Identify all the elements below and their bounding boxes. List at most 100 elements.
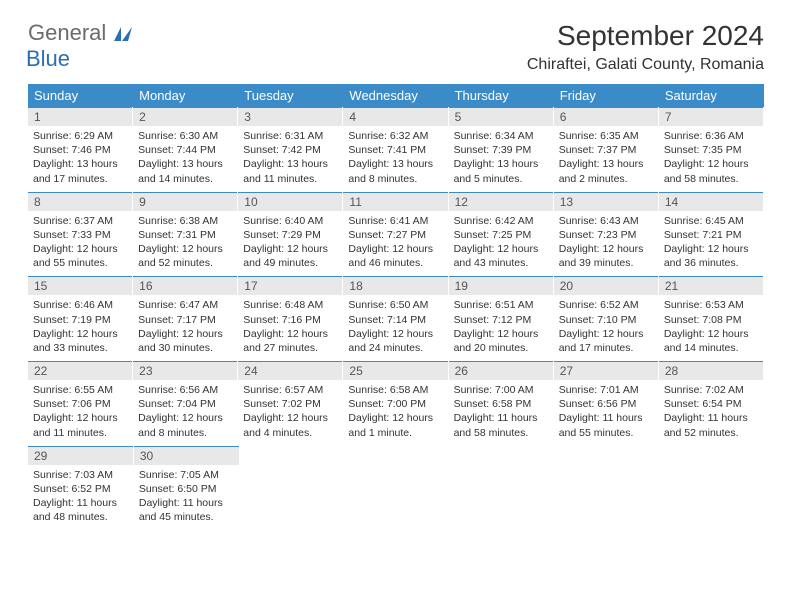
day-number: 18 — [343, 276, 447, 295]
day-cell: 8Sunrise: 6:37 AMSunset: 7:33 PMDaylight… — [28, 192, 133, 277]
day-details: Sunrise: 6:57 AMSunset: 7:02 PMDaylight:… — [238, 380, 342, 446]
day-number: 17 — [238, 276, 342, 295]
day-number: 5 — [449, 107, 553, 126]
day-header: Sunday — [28, 84, 133, 107]
day-cell: 15Sunrise: 6:46 AMSunset: 7:19 PMDayligh… — [28, 276, 133, 361]
day-details: Sunrise: 6:45 AMSunset: 7:21 PMDaylight:… — [659, 211, 763, 277]
logo: General Blue — [28, 20, 136, 72]
day-number: 4 — [343, 107, 447, 126]
month-title: September 2024 — [527, 20, 764, 52]
day-cell: 5Sunrise: 6:34 AMSunset: 7:39 PMDaylight… — [449, 107, 554, 192]
day-number: 1 — [28, 107, 132, 126]
logo-main: General — [28, 20, 106, 45]
day-cell: 4Sunrise: 6:32 AMSunset: 7:41 PMDaylight… — [343, 107, 448, 192]
day-number: 8 — [28, 192, 132, 211]
day-cell: 25Sunrise: 6:58 AMSunset: 7:00 PMDayligh… — [343, 361, 448, 446]
day-details: Sunrise: 6:47 AMSunset: 7:17 PMDaylight:… — [133, 295, 237, 361]
day-number: 15 — [28, 276, 132, 295]
day-number: 28 — [659, 361, 763, 380]
empty-cell — [659, 446, 764, 531]
day-number: 23 — [133, 361, 237, 380]
logo-sub: Blue — [26, 46, 70, 71]
day-number: 16 — [133, 276, 237, 295]
day-number: 2 — [133, 107, 237, 126]
empty-cell — [240, 446, 345, 531]
week-row: 15Sunrise: 6:46 AMSunset: 7:19 PMDayligh… — [28, 276, 764, 361]
day-cell: 1Sunrise: 6:29 AMSunset: 7:46 PMDaylight… — [28, 107, 133, 192]
day-number: 21 — [659, 276, 763, 295]
day-cell: 9Sunrise: 6:38 AMSunset: 7:31 PMDaylight… — [133, 192, 238, 277]
calendar-grid: SundayMondayTuesdayWednesdayThursdayFrid… — [28, 84, 764, 530]
day-cell: 27Sunrise: 7:01 AMSunset: 6:56 PMDayligh… — [554, 361, 659, 446]
day-number: 10 — [238, 192, 342, 211]
day-header: Friday — [554, 84, 659, 107]
week-row: 1Sunrise: 6:29 AMSunset: 7:46 PMDaylight… — [28, 107, 764, 192]
day-details: Sunrise: 6:30 AMSunset: 7:44 PMDaylight:… — [133, 126, 237, 192]
weeks-container: 1Sunrise: 6:29 AMSunset: 7:46 PMDaylight… — [28, 107, 764, 530]
day-number: 3 — [238, 107, 342, 126]
day-cell: 2Sunrise: 6:30 AMSunset: 7:44 PMDaylight… — [133, 107, 238, 192]
day-details: Sunrise: 6:48 AMSunset: 7:16 PMDaylight:… — [238, 295, 342, 361]
day-number: 26 — [449, 361, 553, 380]
day-number: 20 — [554, 276, 658, 295]
empty-cell — [345, 446, 450, 531]
day-details: Sunrise: 7:05 AMSunset: 6:50 PMDaylight:… — [134, 465, 239, 531]
day-cell: 17Sunrise: 6:48 AMSunset: 7:16 PMDayligh… — [238, 276, 343, 361]
day-cell: 7Sunrise: 6:36 AMSunset: 7:35 PMDaylight… — [659, 107, 764, 192]
day-number: 30 — [134, 446, 239, 465]
day-cell: 28Sunrise: 7:02 AMSunset: 6:54 PMDayligh… — [659, 361, 764, 446]
day-details: Sunrise: 6:36 AMSunset: 7:35 PMDaylight:… — [659, 126, 763, 192]
day-cell: 19Sunrise: 6:51 AMSunset: 7:12 PMDayligh… — [449, 276, 554, 361]
day-header-row: SundayMondayTuesdayWednesdayThursdayFrid… — [28, 84, 764, 107]
day-number: 25 — [343, 361, 447, 380]
day-details: Sunrise: 6:52 AMSunset: 7:10 PMDaylight:… — [554, 295, 658, 361]
title-block: September 2024 Chiraftei, Galati County,… — [527, 20, 764, 74]
day-details: Sunrise: 6:55 AMSunset: 7:06 PMDaylight:… — [28, 380, 132, 446]
day-number: 6 — [554, 107, 658, 126]
day-details: Sunrise: 6:37 AMSunset: 7:33 PMDaylight:… — [28, 211, 132, 277]
day-header: Saturday — [659, 84, 764, 107]
location: Chiraftei, Galati County, Romania — [527, 56, 764, 74]
logo-text: General Blue — [28, 20, 136, 72]
day-number: 14 — [659, 192, 763, 211]
day-details: Sunrise: 6:38 AMSunset: 7:31 PMDaylight:… — [133, 211, 237, 277]
day-details: Sunrise: 6:32 AMSunset: 7:41 PMDaylight:… — [343, 126, 447, 192]
day-header: Thursday — [449, 84, 554, 107]
day-details: Sunrise: 6:51 AMSunset: 7:12 PMDaylight:… — [449, 295, 553, 361]
day-details: Sunrise: 6:46 AMSunset: 7:19 PMDaylight:… — [28, 295, 132, 361]
day-cell: 22Sunrise: 6:55 AMSunset: 7:06 PMDayligh… — [28, 361, 133, 446]
day-details: Sunrise: 6:29 AMSunset: 7:46 PMDaylight:… — [28, 126, 132, 192]
day-header: Wednesday — [343, 84, 448, 107]
day-details: Sunrise: 6:40 AMSunset: 7:29 PMDaylight:… — [238, 211, 342, 277]
week-row: 22Sunrise: 6:55 AMSunset: 7:06 PMDayligh… — [28, 361, 764, 446]
day-cell: 12Sunrise: 6:42 AMSunset: 7:25 PMDayligh… — [449, 192, 554, 277]
day-number: 27 — [554, 361, 658, 380]
day-number: 19 — [449, 276, 553, 295]
day-details: Sunrise: 6:42 AMSunset: 7:25 PMDaylight:… — [449, 211, 553, 277]
day-details: Sunrise: 6:41 AMSunset: 7:27 PMDaylight:… — [343, 211, 447, 277]
day-cell: 29Sunrise: 7:03 AMSunset: 6:52 PMDayligh… — [28, 446, 134, 531]
day-details: Sunrise: 6:43 AMSunset: 7:23 PMDaylight:… — [554, 211, 658, 277]
day-number: 7 — [659, 107, 763, 126]
week-row: 29Sunrise: 7:03 AMSunset: 6:52 PMDayligh… — [28, 446, 764, 531]
day-cell: 10Sunrise: 6:40 AMSunset: 7:29 PMDayligh… — [238, 192, 343, 277]
empty-cell — [449, 446, 554, 531]
day-header: Monday — [133, 84, 238, 107]
day-number: 22 — [28, 361, 132, 380]
day-cell: 16Sunrise: 6:47 AMSunset: 7:17 PMDayligh… — [133, 276, 238, 361]
day-cell: 6Sunrise: 6:35 AMSunset: 7:37 PMDaylight… — [554, 107, 659, 192]
day-cell: 14Sunrise: 6:45 AMSunset: 7:21 PMDayligh… — [659, 192, 764, 277]
day-cell: 11Sunrise: 6:41 AMSunset: 7:27 PMDayligh… — [343, 192, 448, 277]
day-number: 9 — [133, 192, 237, 211]
day-cell: 21Sunrise: 6:53 AMSunset: 7:08 PMDayligh… — [659, 276, 764, 361]
day-cell: 18Sunrise: 6:50 AMSunset: 7:14 PMDayligh… — [343, 276, 448, 361]
day-number: 24 — [238, 361, 342, 380]
calendar-page: General Blue September 2024 Chiraftei, G… — [0, 0, 792, 550]
day-cell: 26Sunrise: 7:00 AMSunset: 6:58 PMDayligh… — [449, 361, 554, 446]
empty-cell — [554, 446, 659, 531]
day-details: Sunrise: 7:00 AMSunset: 6:58 PMDaylight:… — [449, 380, 553, 446]
day-cell: 13Sunrise: 6:43 AMSunset: 7:23 PMDayligh… — [554, 192, 659, 277]
day-number: 13 — [554, 192, 658, 211]
day-cell: 24Sunrise: 6:57 AMSunset: 7:02 PMDayligh… — [238, 361, 343, 446]
day-cell: 20Sunrise: 6:52 AMSunset: 7:10 PMDayligh… — [554, 276, 659, 361]
